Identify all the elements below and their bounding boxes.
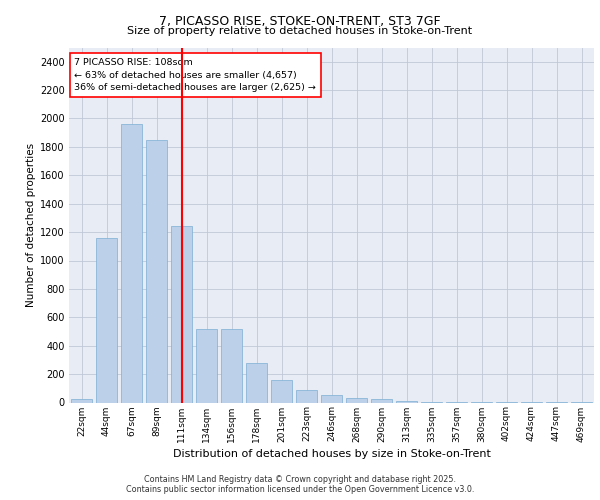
- Bar: [396, 401, 417, 402]
- Bar: [71, 399, 92, 402]
- Text: 7, PICASSO RISE, STOKE-ON-TRENT, ST3 7GF: 7, PICASSO RISE, STOKE-ON-TRENT, ST3 7GF: [159, 15, 441, 28]
- Bar: [96, 238, 117, 402]
- Bar: [246, 364, 267, 403]
- Bar: [371, 398, 392, 402]
- Bar: [271, 380, 292, 402]
- Bar: [296, 390, 317, 402]
- Bar: [196, 330, 217, 402]
- Text: Contains HM Land Registry data © Crown copyright and database right 2025.
Contai: Contains HM Land Registry data © Crown c…: [126, 474, 474, 494]
- X-axis label: Distribution of detached houses by size in Stoke-on-Trent: Distribution of detached houses by size …: [173, 448, 490, 458]
- Bar: [171, 226, 192, 402]
- Bar: [221, 330, 242, 402]
- Text: Size of property relative to detached houses in Stoke-on-Trent: Size of property relative to detached ho…: [127, 26, 473, 36]
- Bar: [321, 396, 342, 402]
- Text: 7 PICASSO RISE: 108sqm
← 63% of detached houses are smaller (4,657)
36% of semi-: 7 PICASSO RISE: 108sqm ← 63% of detached…: [74, 58, 316, 92]
- Bar: [346, 398, 367, 402]
- Bar: [146, 140, 167, 402]
- Bar: [121, 124, 142, 402]
- Y-axis label: Number of detached properties: Number of detached properties: [26, 143, 36, 307]
